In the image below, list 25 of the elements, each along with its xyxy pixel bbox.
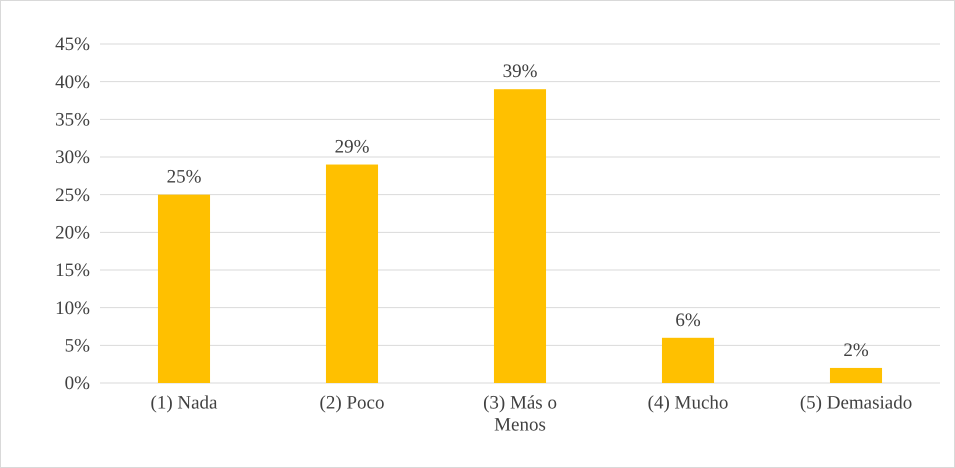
y-tick-label: 45%: [55, 34, 90, 56]
x-tick-label: (1) Nada: [150, 392, 218, 414]
y-tick-label: 5%: [64, 335, 90, 356]
data-label: 39%: [502, 61, 538, 82]
y-tick-label: 35%: [55, 109, 90, 130]
bar: [494, 89, 546, 383]
x-tick-label: (3) Más o Menos: [483, 392, 557, 436]
bar: [662, 338, 714, 383]
y-tick-label: 40%: [55, 72, 90, 93]
bar: [326, 164, 378, 383]
bar: [830, 368, 882, 383]
data-label: 6%: [675, 310, 701, 331]
data-label: 25%: [166, 166, 202, 188]
y-tick-label: 0%: [64, 373, 90, 394]
x-tick-label: (4) Mucho: [648, 392, 728, 414]
y-tick-label: 25%: [55, 184, 90, 206]
y-tick-label: 30%: [55, 147, 90, 168]
data-label: 29%: [334, 136, 370, 158]
x-tick-label: (5) Demasiado: [800, 392, 912, 414]
y-tick-label: 10%: [55, 298, 90, 319]
y-tick-label: 20%: [55, 222, 90, 244]
y-tick-label: 15%: [55, 260, 90, 282]
x-tick-label: (2) Poco: [320, 392, 384, 414]
bar: [158, 194, 210, 383]
data-label: 2%: [843, 340, 869, 361]
